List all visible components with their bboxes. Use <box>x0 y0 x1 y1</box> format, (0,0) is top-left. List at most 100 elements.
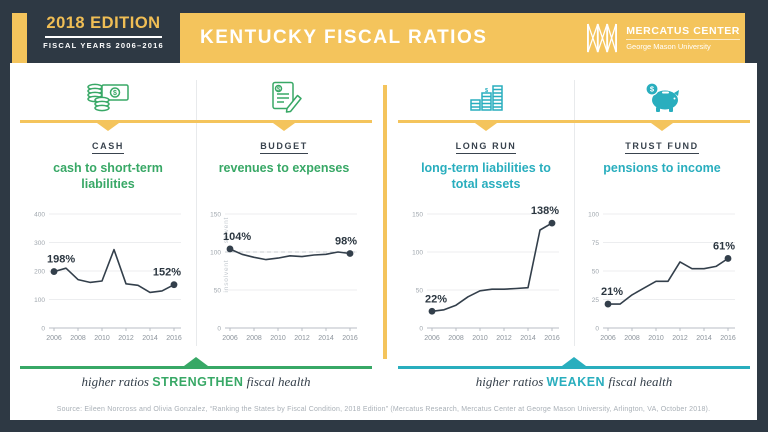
svg-text:2008: 2008 <box>448 335 464 342</box>
svg-text:2012: 2012 <box>294 335 310 342</box>
line-chart-cash: 0 100 200 300 400 2006 2008 2010 2012 2014 2016 198… <box>34 211 182 342</box>
svg-text:$: $ <box>650 85 655 94</box>
svg-text:152%: 152% <box>153 267 181 279</box>
svg-text:100: 100 <box>588 211 599 218</box>
svg-text:2012: 2012 <box>118 335 134 342</box>
svg-text:61%: 61% <box>713 240 735 252</box>
svg-text:2016: 2016 <box>720 335 736 342</box>
svg-text:2006: 2006 <box>424 335 440 342</box>
svg-text:2016: 2016 <box>342 335 358 342</box>
mercatus-logo: MERCATUS CENTER George Mason University <box>586 13 740 63</box>
svg-text:50: 50 <box>214 287 222 294</box>
svg-text:solvent: solvent <box>223 217 230 243</box>
svg-text:0: 0 <box>41 325 45 332</box>
fiscal-years-label: FISCAL YEARS 2006–2016 <box>43 41 164 50</box>
coin-stacks-growth-icon: $ <box>470 85 503 111</box>
pointer-up-triangle-icon <box>562 357 586 366</box>
weaken-half: $ $ <box>398 78 750 396</box>
category-label-budget: BUDGET <box>260 141 308 154</box>
svg-text:198%: 198% <box>47 254 75 266</box>
category-label-trust-fund: TRUST FUND <box>625 141 699 154</box>
svg-text:2014: 2014 <box>318 335 334 342</box>
svg-text:75: 75 <box>592 240 600 247</box>
svg-text:0: 0 <box>595 325 599 332</box>
strengthen-rule <box>20 357 372 369</box>
panel-divider <box>196 80 197 346</box>
svg-text:2014: 2014 <box>142 335 158 342</box>
svg-text:$: $ <box>277 87 281 93</box>
category-label-long-run: LONG RUN <box>455 141 517 154</box>
logo-text: MERCATUS CENTER George Mason University <box>626 25 740 51</box>
cash-coins-banknote-icon: $ <box>87 83 129 112</box>
logo-name: MERCATUS CENTER <box>626 25 740 37</box>
svg-text:insolvent: insolvent <box>223 260 230 293</box>
line-chart-trust-fund: 0 25 50 75 100 2006 2008 2010 2012 2014 2016 21% 61% <box>588 211 736 342</box>
svg-text:25: 25 <box>592 297 600 304</box>
svg-text:2006: 2006 <box>46 335 62 342</box>
page-title: KENTUCKY FISCAL RATIOS <box>200 27 488 48</box>
logo-subtitle: George Mason University <box>626 42 711 51</box>
svg-text:50: 50 <box>416 287 424 294</box>
measure-title: cash to short-term liabilities <box>53 161 163 191</box>
svg-text:2006: 2006 <box>600 335 616 342</box>
svg-text:2010: 2010 <box>472 335 488 342</box>
svg-text:100: 100 <box>210 249 221 256</box>
svg-text:138%: 138% <box>531 205 559 217</box>
mercatus-logo-icon <box>587 23 618 53</box>
caption-prefix: higher ratios <box>81 374 149 389</box>
svg-text:2008: 2008 <box>246 335 262 342</box>
caption-suffix: fiscal health <box>246 374 311 389</box>
svg-text:2014: 2014 <box>520 335 536 342</box>
svg-text:150: 150 <box>412 211 423 218</box>
category-label-cash: CASH <box>92 141 124 154</box>
panel-divider <box>574 80 575 346</box>
svg-text:2012: 2012 <box>672 335 688 342</box>
pointer-triangle-icon <box>273 123 295 131</box>
svg-text:2012: 2012 <box>496 335 512 342</box>
svg-text:2016: 2016 <box>544 335 560 342</box>
section-rule <box>398 120 750 131</box>
svg-text:$: $ <box>113 90 117 97</box>
svg-text:21%: 21% <box>601 286 623 298</box>
svg-text:$: $ <box>485 88 488 94</box>
svg-text:2008: 2008 <box>70 335 86 342</box>
svg-text:2006: 2006 <box>222 335 238 342</box>
svg-text:98%: 98% <box>335 236 357 248</box>
svg-text:0: 0 <box>217 325 221 332</box>
line-chart-long-run: 0 50 100 150 2006 2008 2010 2012 2014 2016 22% 138% <box>412 205 560 342</box>
svg-text:200: 200 <box>34 268 45 275</box>
caption-prefix: higher ratios <box>475 374 544 389</box>
budget-document-pencil-icon: $ <box>272 81 302 113</box>
source-citation: Source: Eileen Norcross and Olivia Gonza… <box>56 406 711 413</box>
pointer-triangle-icon <box>475 123 497 131</box>
badge-divider <box>45 36 162 38</box>
strengthen-caption: higher ratios STRENGTHEN fiscal health <box>20 374 372 390</box>
center-divider <box>383 85 387 359</box>
section-rule <box>20 120 372 131</box>
svg-text:150: 150 <box>210 211 221 218</box>
svg-text:2010: 2010 <box>94 335 110 342</box>
content-sheet: $ $ <box>10 63 757 420</box>
pointer-triangle-icon <box>651 123 673 131</box>
svg-text:2016: 2016 <box>166 335 182 342</box>
svg-text:0: 0 <box>419 325 423 332</box>
svg-text:22%: 22% <box>425 293 447 305</box>
svg-text:2010: 2010 <box>648 335 664 342</box>
measure-title: pensions to income <box>603 161 721 175</box>
pointer-triangle-icon <box>97 123 119 131</box>
svg-text:100: 100 <box>34 297 45 304</box>
caption-emphasis: STRENGTHEN <box>152 375 244 389</box>
weaken-rule <box>398 357 750 369</box>
edition-title: 2018 EDITION <box>46 14 161 32</box>
svg-text:50: 50 <box>592 268 600 275</box>
piggy-bank-icon: $ <box>645 82 679 112</box>
svg-text:300: 300 <box>34 240 45 247</box>
weaken-caption: higher ratios WEAKEN fiscal health <box>398 374 750 390</box>
svg-text:2014: 2014 <box>696 335 712 342</box>
svg-text:400: 400 <box>34 211 45 218</box>
strengthen-half: $ $ <box>20 78 372 396</box>
caption-suffix: fiscal health <box>608 374 673 389</box>
logo-rule <box>626 39 740 40</box>
